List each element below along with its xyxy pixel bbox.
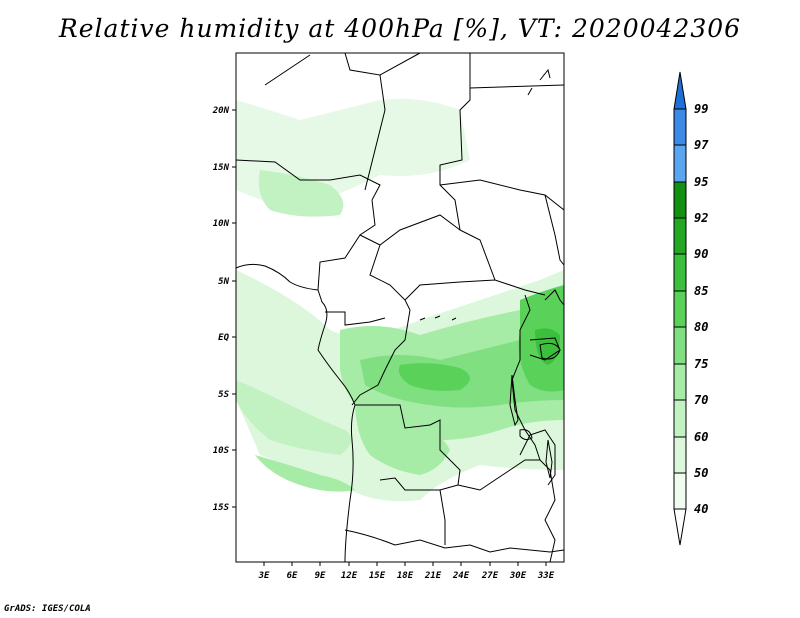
chart-title: Relative humidity at 400hPa [%], VT: 202… [58,14,742,43]
lake-mweru [519,429,533,441]
colorbar-top-arrow [674,72,686,109]
coastline-west [235,263,356,563]
shade-sw-60 [236,380,352,455]
colorbar-label: 92 [694,211,708,225]
shade-south-70 [355,400,450,475]
river-fragments [419,315,457,321]
lon-label: 27E [481,571,499,581]
lakes [419,315,561,479]
colorbar-swatch-97 [674,109,686,145]
lon-label: 9E [315,571,326,581]
colorbar-swatch-40 [674,473,686,509]
colorbar-swatch-80 [674,291,686,327]
colorbar-label: 80 [694,320,708,334]
lon-label: 15E [369,571,386,581]
colorbar-swatch-70 [674,364,686,400]
colorbar-swatch-50 [674,437,686,473]
lat-label: 20N [212,106,230,116]
colorbar-swatch-90 [674,218,686,254]
colorbar-label: 70 [694,393,708,407]
border-gabon [325,311,386,326]
colorbar: 99 97 95 92 90 85 80 75 70 60 50 40 [673,71,709,546]
lon-label: 33E [537,571,555,581]
colorbar-label: 75 [694,357,708,371]
lon-label: 6E [287,571,298,581]
colorbar-label: 95 [694,175,708,189]
border-north-2 [379,52,496,281]
border-zambia [439,459,556,563]
colorbar-label: 85 [694,284,708,298]
lon-label: 21E [424,571,442,581]
lon-label: 18E [397,571,414,581]
border-egypt-sudan [469,84,565,89]
lat-label: 15S [213,503,230,513]
lon-label: 3E [258,571,270,581]
lat-label: 5N [218,277,229,287]
colorbar-label: 90 [694,247,708,261]
lake-malawi [545,439,553,479]
shade-north-60 [258,170,344,217]
border-sudan [439,179,565,266]
border-north-1 [264,52,386,191]
lon-label: 24E [452,571,470,581]
colorbar-swatch-95 [674,145,686,182]
lat-label: 10N [213,219,230,229]
grads-credit: GrADS: IGES/COLA [4,604,91,614]
border-malawi [519,429,556,486]
country-borders [235,52,565,563]
lake-tanganyika [509,374,519,427]
colorbar-label: 60 [694,430,708,444]
border-angola [355,404,461,491]
shade-sw-70 [255,455,355,492]
border-sahel [235,159,381,201]
lat-label: EQ [218,333,229,343]
border-namibia [344,529,565,553]
colorbar-swatch-85 [674,254,686,291]
lake-victoria [539,342,561,360]
lat-axis: 20N 15N 10N 5N EQ 5S 10S 15S [212,106,236,513]
lat-label: 5S [218,390,229,400]
shade-core-80 [398,363,470,391]
lat-label: 10S [213,446,230,456]
colorbar-swatch-75 [674,327,686,364]
colorbar-swatch-60 [674,400,686,437]
lat-label: 15N [213,163,230,173]
lon-label: 30E [509,571,527,581]
colorbar-label: 40 [694,502,708,516]
map-frame [235,52,565,563]
lon-axis: 3E 6E 9E 12E 15E 18E 21E 24E 27E 30E 33E [258,562,555,581]
colorbar-label: 97 [694,138,709,152]
colorbar-label: 99 [694,102,708,116]
border-central [317,199,461,311]
lon-label: 12E [341,571,358,581]
colorbar-label: 50 [694,466,708,480]
colorbar-swatch-92 [674,182,686,218]
border-coast-ne [527,68,551,96]
border-car-drc [351,279,546,406]
colorbar-bottom-arrow [674,509,686,545]
